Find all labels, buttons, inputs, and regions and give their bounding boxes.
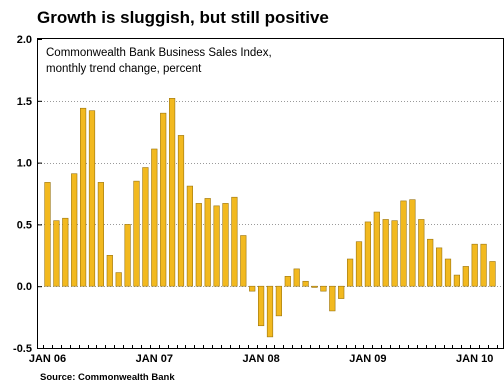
source-note: Source: Commonwealth Bank: [40, 372, 175, 382]
x-tick-label: JAN 06: [29, 353, 66, 365]
bar: [240, 235, 247, 287]
chart-title: Growth is sluggish, but still positive: [37, 8, 329, 27]
bar: [106, 255, 113, 287]
bar: [97, 182, 104, 287]
bar: [53, 220, 60, 287]
y-tick-label: 2.0: [17, 34, 32, 46]
bar: [329, 285, 336, 312]
x-tick-label: JAN 10: [456, 353, 493, 365]
bar: [151, 148, 158, 287]
bar: [293, 268, 300, 287]
bar: [186, 185, 194, 287]
chart-subtitle: Commonwealth Bank Business Sales Index, …: [46, 47, 272, 75]
bar: [338, 285, 345, 299]
bar: [462, 266, 469, 287]
bar: [409, 199, 416, 287]
y-tick-label: 0.0: [17, 281, 32, 293]
bar: [80, 107, 87, 287]
bar: [453, 274, 461, 287]
bar: [435, 247, 443, 287]
bar: [489, 261, 496, 287]
x-axis: JAN 06 JAN 07 JAN 08 JAN 09 JAN 10: [29, 345, 498, 365]
bar: [62, 217, 69, 287]
bars: [44, 98, 496, 338]
bar: [133, 180, 140, 287]
bar: [355, 241, 363, 287]
bar: [382, 219, 389, 287]
bar: [213, 205, 220, 287]
bar: [177, 135, 185, 287]
bar: [400, 200, 407, 287]
bar: [275, 285, 283, 317]
bar: [231, 196, 238, 287]
bar: [195, 203, 202, 287]
bar: [44, 182, 51, 287]
bar: [418, 219, 425, 287]
y-tick-label: 1.5: [17, 96, 32, 108]
grid-lines: [38, 101, 503, 287]
bar: [427, 238, 434, 287]
bar: [142, 167, 149, 287]
y-tick-label: 1.0: [17, 158, 32, 170]
bar: [480, 243, 487, 287]
bar: [124, 224, 131, 287]
bar: [444, 258, 452, 287]
bar: [284, 276, 291, 287]
x-tick-label: JAN 09: [349, 353, 386, 365]
y-tick-label: 0.5: [17, 219, 32, 231]
bar: [302, 280, 309, 287]
y-axis: 2.0 1.5 1.0 0.5 0.0 -0.5: [13, 34, 42, 355]
bar: [169, 98, 176, 287]
bar: [364, 221, 372, 287]
bar: [222, 203, 229, 287]
bar: [249, 285, 256, 292]
bar: [266, 285, 274, 338]
bar: [204, 198, 211, 287]
bar: [311, 285, 318, 288]
bar: [160, 112, 167, 287]
bar: [88, 110, 96, 287]
bar: [257, 285, 265, 327]
bar: [471, 243, 478, 287]
x-tick-label: JAN 07: [136, 353, 173, 365]
bar: [71, 173, 78, 287]
y-tick-label: -0.5: [13, 343, 32, 355]
bar: [391, 220, 398, 287]
bar: [115, 272, 122, 287]
bar: [373, 211, 380, 287]
x-tick-label: JAN 08: [242, 353, 279, 365]
subtitle-line-2: monthly trend change, percent: [46, 63, 202, 75]
bar: [320, 285, 327, 292]
subtitle-line-1: Commonwealth Bank Business Sales Index,: [46, 47, 272, 59]
bar: [346, 258, 354, 287]
